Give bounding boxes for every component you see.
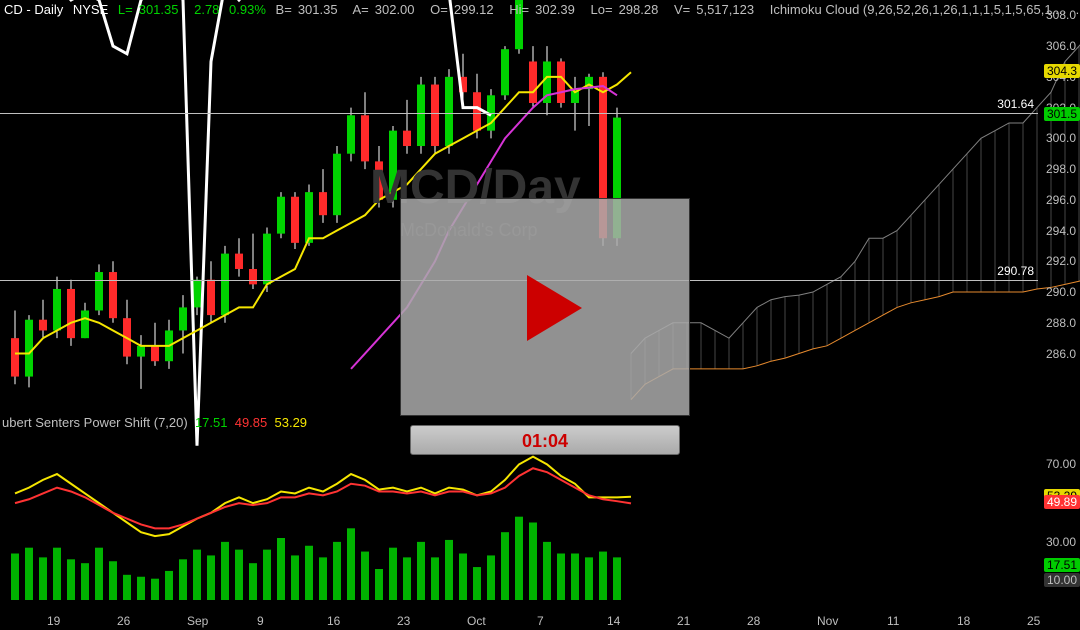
price-tag: 10.00: [1044, 573, 1080, 587]
pct-change: 0.93%: [229, 2, 266, 17]
volume: 5,517,123: [696, 2, 754, 17]
symbol: CD - Daily: [4, 2, 63, 17]
yaxis-sub: 30.0050.0070.00: [1038, 0, 1080, 630]
ytick-label: 70.00: [1046, 457, 1076, 471]
study-label: Ichimoku Cloud (9,26,52,26,1,26,1,1,1,5,…: [770, 2, 1066, 17]
high: 302.39: [535, 2, 575, 17]
price-tag: 301.5: [1044, 107, 1080, 121]
ellipsis: ...: [1076, 2, 1080, 17]
price-tag: 49.89: [1044, 495, 1080, 509]
ps-v1: 17.51: [195, 415, 228, 430]
ytick-label: 30.00: [1046, 535, 1076, 549]
xtick-label: 19: [47, 614, 60, 628]
xtick-label: 16: [327, 614, 340, 628]
video-time: 01:04: [410, 425, 680, 455]
ref-line-label: 290.78: [997, 264, 1034, 278]
open: 299.12: [454, 2, 494, 17]
xtick-label: 23: [397, 614, 410, 628]
ps-v2: 49.85: [235, 415, 268, 430]
xtick-label: Sep: [187, 614, 208, 628]
xtick-label: 7: [537, 614, 544, 628]
price-tag: 304.3: [1044, 64, 1080, 78]
xtick-label: 14: [607, 614, 620, 628]
xtick-label: Oct: [467, 614, 486, 628]
play-icon: [527, 275, 582, 341]
xtick-label: 26: [117, 614, 130, 628]
ps-v3: 53.29: [275, 415, 308, 430]
xtick-label: 11: [887, 614, 899, 628]
xtick-label: 9: [257, 614, 264, 628]
bid: 301.35: [298, 2, 338, 17]
ask: 302.00: [375, 2, 415, 17]
xtick-label: 21: [677, 614, 690, 628]
power-shift-label: ubert Senters Power Shift (7,20): [2, 415, 188, 430]
xtick-label: Nov: [817, 614, 838, 628]
last-price: 301.35: [139, 2, 179, 17]
xtick-label: 18: [957, 614, 970, 628]
chart-info-bar: CD - Daily NYSE L=301.35 2.78 0.93% B=30…: [4, 2, 1080, 17]
exchange: NYSE: [73, 2, 108, 17]
low: 298.28: [619, 2, 659, 17]
xtick-label: 28: [747, 614, 760, 628]
xtick-label: 25: [1027, 614, 1040, 628]
price-tag: 17.51: [1044, 558, 1080, 572]
video-play-button[interactable]: [400, 198, 690, 416]
xaxis: 19 26 Sep 9 16 23 Oct 7 14 21 28 Nov 11 18 25: [0, 610, 1038, 628]
change: 2.78: [194, 2, 219, 17]
ref-line-label: 301.64: [997, 97, 1034, 111]
